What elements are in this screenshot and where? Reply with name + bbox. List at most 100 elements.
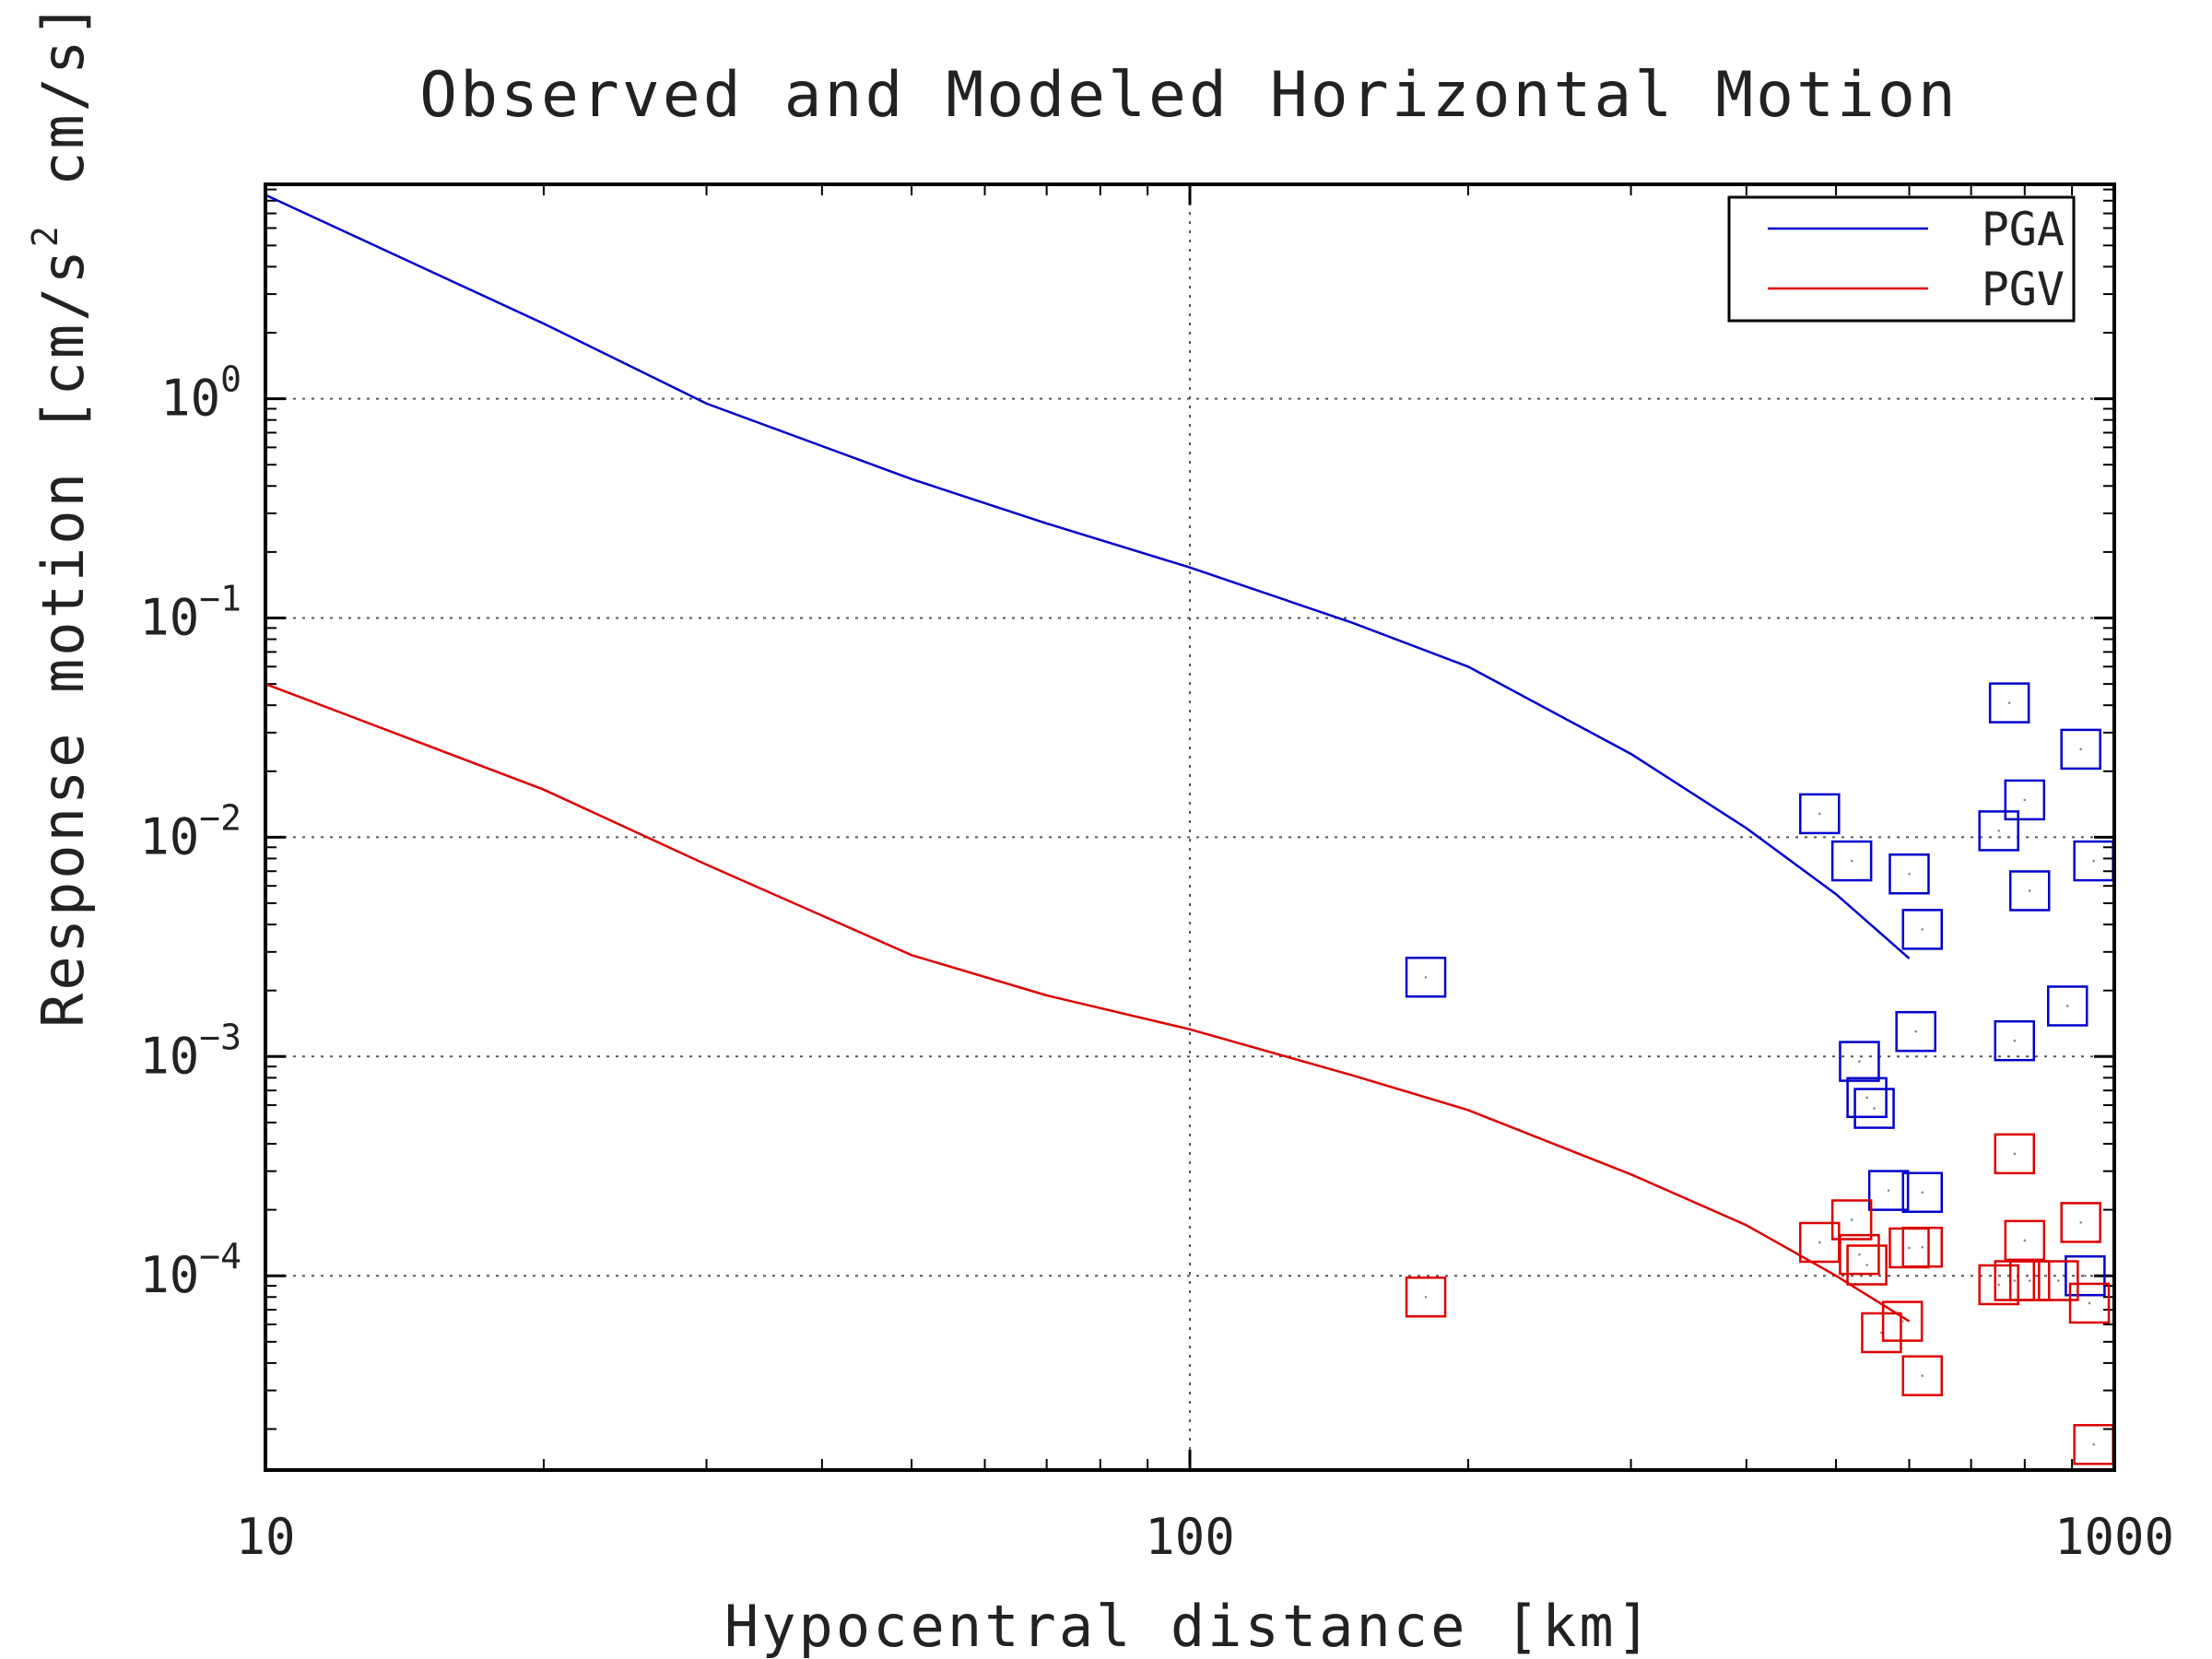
data-point-marker — [1978, 1264, 2019, 1306]
legend-pga-label: PGA — [1982, 203, 2065, 256]
data-point-center — [2084, 1274, 2087, 1277]
data-point-marker — [1799, 793, 1841, 835]
data-point-marker — [1888, 853, 1930, 895]
data-point-marker — [1846, 1077, 1888, 1119]
data-point-marker — [2004, 779, 2046, 821]
data-point-center — [1914, 1030, 1917, 1033]
grid — [265, 184, 2114, 1470]
data-point-center — [2065, 1005, 2069, 1007]
data-point-marker — [2008, 870, 2051, 912]
data-point-marker — [1830, 840, 1873, 882]
data-point-center — [1424, 975, 1428, 979]
data-point-center — [1900, 1320, 1904, 1323]
data-point-center — [2013, 1152, 2017, 1156]
data-point-center — [2079, 747, 2082, 751]
legend-box — [1727, 195, 2076, 323]
data-point-center — [1424, 1295, 1428, 1299]
data-point-center — [1921, 928, 1924, 931]
data-point-center — [1865, 1264, 1868, 1266]
data-point-center — [1921, 1191, 1924, 1194]
legend-pgv-label: PGV — [1982, 263, 2065, 316]
data-point-marker — [1901, 1355, 1944, 1396]
series-line-pgv — [265, 682, 1911, 1323]
chart-title: Observed and Modeled Horizontal Motion — [419, 59, 1959, 132]
model-lines — [265, 194, 1911, 1323]
x-tick-labels: 10 100 1000 — [235, 1508, 2174, 1566]
y-tick-label-exponent: −3 — [199, 1017, 241, 1057]
data-point-center — [2057, 1279, 2060, 1282]
data-point-center — [1818, 1241, 1821, 1244]
data-point-center — [1850, 1218, 1853, 1221]
y-tick-label-base: 10 — [139, 807, 199, 865]
data-point-center — [2023, 1239, 2027, 1242]
data-point-center — [1921, 1374, 1924, 1377]
data-point-center — [2028, 889, 2031, 892]
data-point-marker — [1901, 909, 1944, 950]
y-axis-label-superscript: 2 — [25, 223, 65, 247]
data-point-marker — [1988, 682, 2030, 724]
data-point-marker — [1839, 1233, 1880, 1276]
data-point-marker — [1830, 1199, 1873, 1241]
data-point-marker — [1405, 1277, 1447, 1318]
data-point-center — [2013, 1039, 2017, 1042]
data-point-marker — [1994, 1133, 2036, 1175]
y-tick-label: 10−3 — [139, 1017, 241, 1085]
x-tick-label: 100 — [1145, 1508, 1235, 1566]
data-point-marker — [2065, 1254, 2106, 1297]
y-tick-label-base: 10 — [139, 1027, 199, 1085]
data-point-marker — [1994, 1019, 2036, 1062]
data-point-center — [1873, 1107, 1876, 1110]
data-point-center — [2023, 798, 2027, 802]
y-tick-label: 10−4 — [139, 1236, 241, 1304]
data-point-marker — [2060, 1202, 2101, 1243]
data-point-marker — [1861, 1312, 1902, 1354]
data-point-marker — [1867, 1170, 1910, 1211]
y-axis-label-unit: cm/s] — [29, 0, 97, 223]
x-axis-label: Hypocentral distance [km] — [724, 1593, 1653, 1659]
x-tick-label: 1000 — [2054, 1508, 2174, 1566]
y-tick-label-base: 10 — [139, 1246, 199, 1304]
data-point-center — [1858, 1253, 1861, 1256]
data-point-center — [2013, 1279, 2017, 1282]
y-tick-label: 10−1 — [139, 579, 241, 647]
data-point-marker — [2060, 728, 2101, 771]
data-point-marker — [1901, 1171, 1944, 1214]
observed-markers — [1405, 682, 2114, 1465]
data-point-center — [2092, 859, 2095, 863]
data-point-center — [1997, 830, 2000, 832]
y-tick-label-exponent: −4 — [199, 1236, 241, 1277]
y-tick-label-exponent: −2 — [199, 797, 241, 838]
y-tick-label: 10−2 — [139, 797, 241, 865]
y-tick-label-exponent: −1 — [199, 579, 241, 619]
legend: PGA PGV — [1727, 195, 2076, 323]
data-point-center — [1887, 1189, 1890, 1192]
y-axis-label-main: Response motion [cm/s — [29, 247, 97, 1028]
data-point-marker — [1853, 1088, 1895, 1129]
data-point-center — [1908, 872, 1911, 876]
data-point-marker — [1846, 1244, 1888, 1286]
data-point-marker — [1978, 810, 2019, 852]
data-point-marker — [1839, 1041, 1880, 1082]
data-point-marker — [1895, 1010, 1936, 1053]
data-point-marker — [2068, 1282, 2111, 1324]
plot-frame — [264, 182, 2116, 1472]
y-tick-label-base: 10 — [139, 589, 199, 647]
data-point-center — [1850, 859, 1853, 863]
data-point-marker — [1881, 1300, 1924, 1342]
y-axis-label: Response motion [cm/s2 cm/s] — [25, 0, 97, 1028]
data-point-marker — [2008, 1260, 2051, 1301]
data-point-marker — [1901, 1226, 1944, 1268]
y-tick-label: 100 — [160, 359, 241, 428]
data-point-center — [2088, 1301, 2091, 1305]
data-point-marker — [2046, 985, 2088, 1027]
data-point-marker — [2004, 1219, 2046, 1262]
data-point-center — [2092, 1442, 2095, 1446]
x-tick-label: 10 — [235, 1508, 295, 1566]
data-point-center — [2079, 1221, 2082, 1224]
data-point-marker — [2038, 1260, 2079, 1301]
data-point-marker — [1405, 956, 1447, 998]
data-point-center — [1997, 1283, 2000, 1287]
series-line-pga — [265, 194, 1911, 959]
